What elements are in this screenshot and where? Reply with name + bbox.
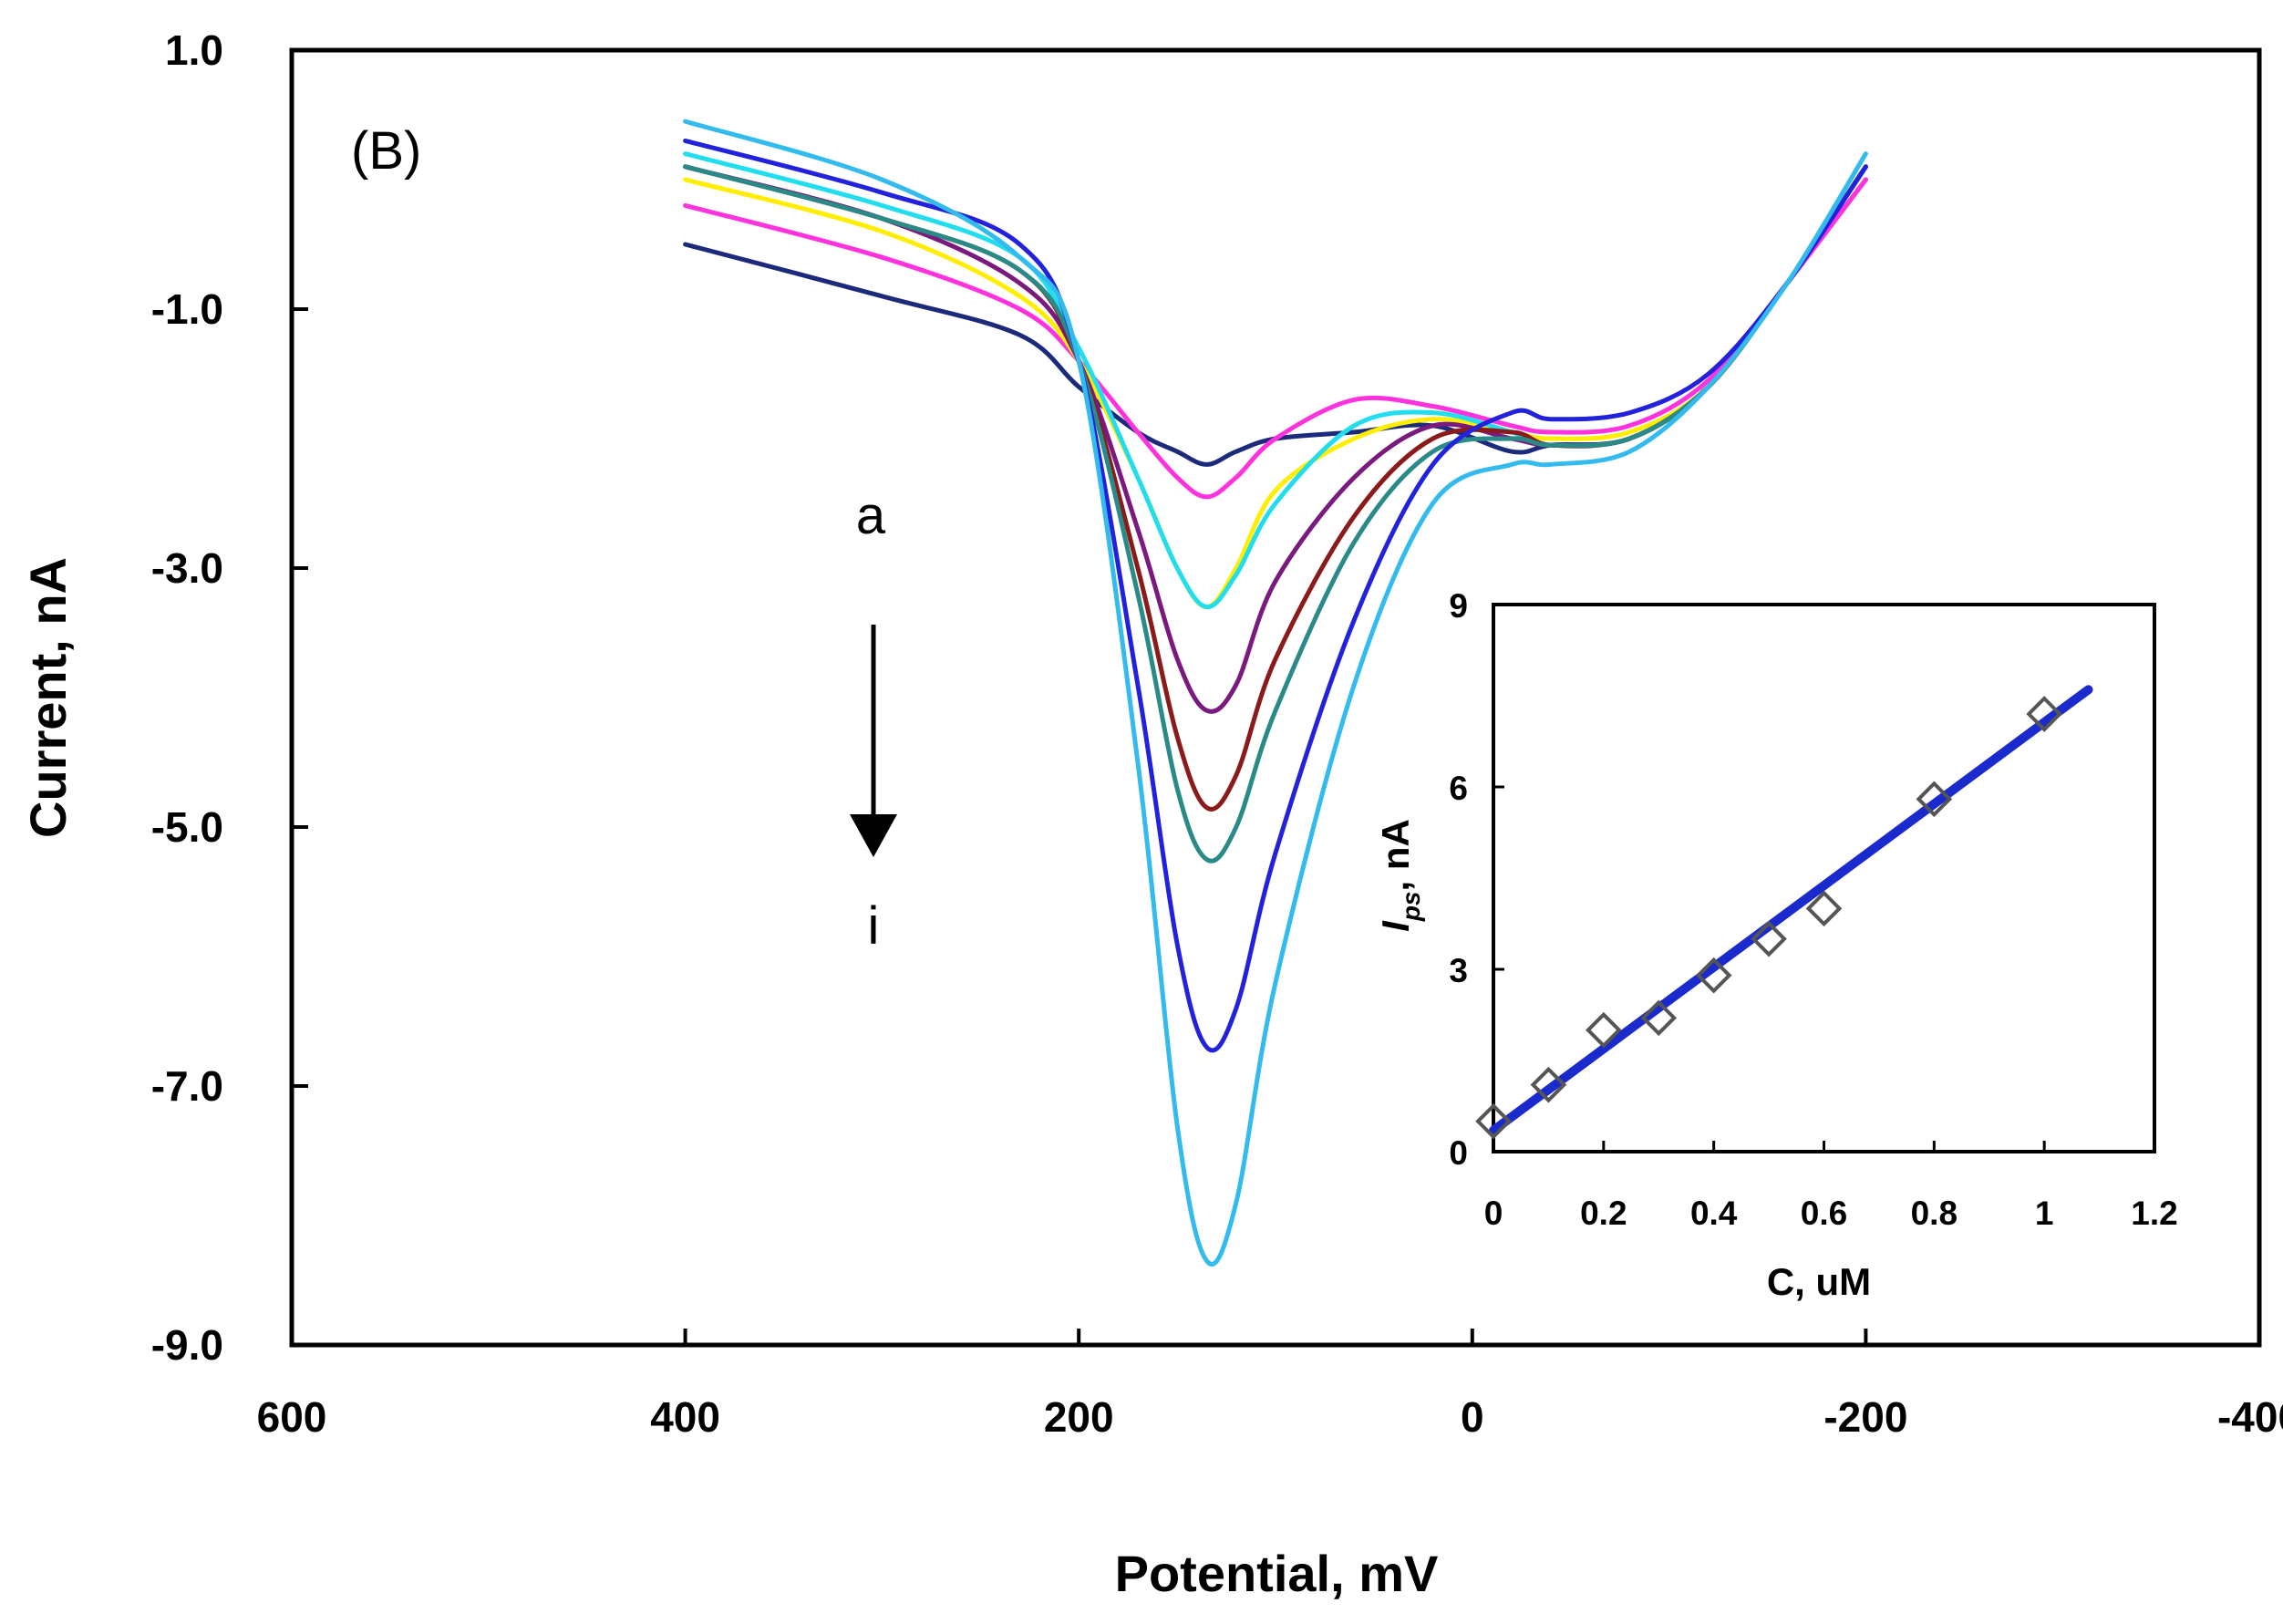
end-annotation: i — [868, 896, 880, 956]
inset-x-tick-label-6: 1.2 — [2131, 1195, 2177, 1232]
y-tick-label-1: -1.0 — [151, 285, 223, 333]
inset-data-point-4 — [1695, 957, 1732, 994]
y-tick-label-5: -9.0 — [151, 1321, 223, 1369]
series-line-g — [683, 164, 1868, 864]
inset-data-point-3 — [1640, 999, 1678, 1037]
inset-y-axis-title: Ips, nA — [1374, 819, 1425, 932]
series-line-b — [683, 177, 1868, 500]
inset-data-point-6 — [1805, 890, 1843, 927]
y-tick-label-2: -3.0 — [151, 544, 223, 592]
inset-y-axis-unit: , nA — [1374, 819, 1417, 891]
inset-x-axis-title: C, uM — [1767, 1260, 1871, 1303]
x-tick-label-0: 600 — [257, 1393, 327, 1441]
y-tick-label-4: -7.0 — [151, 1062, 223, 1110]
inset-y-tick-label-1: 3 — [1449, 952, 1468, 989]
inset-y-tick-label-3: 9 — [1449, 587, 1468, 625]
inset-data-point-0 — [1475, 1102, 1512, 1140]
main-axis-ticks: 6004002000-200-4001.0-1.0-3.0-5.0-7.0-9.… — [151, 26, 2283, 1441]
inset-y-axis-subscript: ps — [1397, 891, 1425, 922]
inset-data-point-2 — [1586, 1011, 1622, 1049]
y-tick-label-3: -5.0 — [151, 803, 223, 851]
inset-y-tick-label-2: 6 — [1449, 770, 1468, 807]
inset-data-point-5 — [1751, 920, 1787, 957]
inset-x-tick-label-0: 0 — [1484, 1195, 1503, 1232]
inset-data-point-1 — [1530, 1066, 1567, 1103]
series-line-a — [683, 177, 1868, 467]
inset-x-tick-label-4: 0.8 — [1911, 1195, 1958, 1232]
inset-plot-frame — [1492, 603, 2156, 1153]
series-line-i — [683, 119, 1868, 1267]
inset-data-point-7 — [1916, 781, 1953, 818]
inset-y-axis-symbol: I — [1374, 920, 1417, 932]
inset-x-tick-label-3: 0.6 — [1801, 1195, 1847, 1232]
y-tick-label-0: 1.0 — [165, 26, 223, 74]
inset-marks-group — [1475, 685, 2093, 1140]
x-tick-label-5: -400 — [2217, 1393, 2283, 1441]
trend-arrow-head — [850, 814, 897, 857]
x-tick-label-2: 200 — [1044, 1393, 1114, 1441]
x-tick-label-3: 0 — [1461, 1393, 1484, 1441]
inset-x-tick-label-5: 1 — [2035, 1195, 2054, 1232]
inset-x-tick-label-2: 0.4 — [1690, 1195, 1738, 1232]
inset-fit-line — [1489, 685, 2093, 1135]
main-plot-frame — [289, 47, 2262, 1348]
x-axis-title: Potential, mV — [1115, 1545, 1439, 1602]
main-series-group — [683, 119, 1868, 1267]
panel-label: (B) — [351, 121, 421, 181]
y-axis-title: Current, nA — [19, 557, 77, 838]
inset-x-tick-label-1: 0.2 — [1580, 1195, 1627, 1232]
start-annotation: a — [856, 486, 886, 545]
inset-y-tick-label-0: 0 — [1449, 1134, 1468, 1172]
inset-axis-ticks: 0 0.2 0.4 0.6 0.8 1 1.2 0 3 6 9 — [1449, 587, 2177, 1232]
inset-data-point-8 — [2026, 696, 2062, 732]
x-tick-label-1: 400 — [650, 1393, 720, 1441]
x-tick-label-4: -200 — [1823, 1393, 1907, 1441]
